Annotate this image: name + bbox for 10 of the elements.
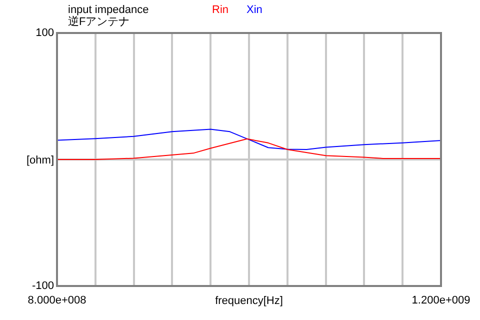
text: Xin: [246, 4, 262, 16]
x-tick-label: 8.000e+008: [28, 294, 86, 307]
y-tick-label: 100: [36, 27, 54, 40]
chart-title: input impedance: [68, 4, 149, 16]
x-tick-label: 1.200e+009: [412, 294, 470, 307]
y-axis-title: [ohm]: [26, 154, 54, 167]
chart-subtitle: 逆Fアンテナ: [68, 15, 130, 28]
y-tick-label: -100: [32, 280, 54, 292]
x-axis-title: frequency[Hz]: [215, 295, 283, 307]
text: Rin: [212, 4, 229, 16]
